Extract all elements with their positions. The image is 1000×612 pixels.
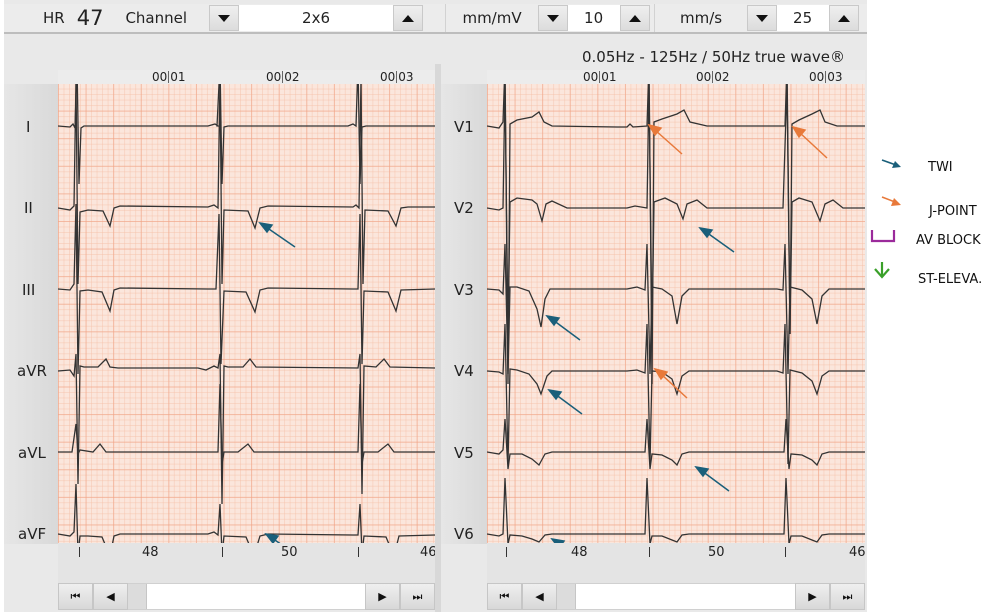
- rr-value: 46: [849, 545, 866, 560]
- scroll-prev-button[interactable]: ◀: [522, 583, 557, 610]
- chevron-down-icon: [218, 14, 231, 22]
- chevron-right-icon: ▶: [378, 590, 387, 603]
- legend-label: TWI: [928, 160, 953, 175]
- scroll-first-button[interactable]: ⏮: [58, 583, 93, 610]
- limb-leads-panel: I II III aVR aVL aVF 00 01 00 02 00 03: [4, 70, 437, 610]
- ecg-viewer: HR 47 Channel 2x6 mm/mV 10 mm/s 25 0.05H…: [4, 0, 867, 612]
- lead-label: III: [22, 281, 36, 299]
- scroll-track[interactable]: [557, 583, 795, 610]
- channel-increase-button[interactable]: [393, 5, 424, 31]
- skip-end-icon: ⏭: [412, 589, 423, 603]
- skip-start-icon: ⏮: [499, 589, 510, 603]
- skip-start-icon: ⏮: [70, 589, 81, 603]
- scroll-track[interactable]: [128, 583, 365, 610]
- rr-interval-ruler: 48 50 46: [487, 543, 866, 583]
- rr-value: 50: [281, 545, 298, 560]
- lead-label: I: [26, 118, 31, 136]
- lead-label: II: [24, 199, 33, 217]
- lead-label: V1: [454, 118, 474, 136]
- scroll-next-button[interactable]: ▶: [365, 583, 400, 610]
- speed-decrease-button[interactable]: [747, 5, 778, 31]
- chest-leads-panel: V1 V2 V3 V4 V5 V6 00 01 00 02 00 03: [441, 70, 866, 610]
- speed-label: mm/s: [679, 9, 723, 27]
- panel-divider: [435, 64, 441, 612]
- chevron-up-icon: [629, 14, 642, 22]
- speed-increase-button[interactable]: [829, 5, 860, 31]
- time-tick: 00 03: [809, 70, 843, 84]
- legend-item-j-point: J-POINT: [870, 192, 1000, 222]
- hr-value: 47: [76, 6, 104, 30]
- lead-label: V6: [454, 525, 474, 543]
- gain-decrease-button[interactable]: [538, 5, 569, 31]
- orange-arrow-icon: [881, 196, 901, 206]
- scroll-thumb[interactable]: [128, 584, 147, 609]
- skip-end-icon: ⏭: [842, 589, 853, 603]
- chevron-up-icon: [838, 14, 851, 22]
- lead-label-column: I II III aVR aVL aVF: [4, 84, 58, 544]
- chevron-down-icon: [547, 14, 560, 22]
- horizontal-scrollbar[interactable]: ⏮ ◀ ▶ ⏭: [487, 583, 865, 610]
- time-tick: 00 03: [380, 70, 414, 84]
- blue-arrow-icon: [881, 159, 901, 168]
- lead-label: V4: [454, 362, 474, 380]
- lead-label: aVR: [17, 362, 47, 380]
- gain-increase-button[interactable]: [620, 5, 651, 31]
- time-tick: 00 01: [583, 70, 617, 84]
- lead-label: V2: [454, 199, 474, 217]
- rr-interval-ruler: 48 50 46: [58, 543, 437, 583]
- scroll-prev-button[interactable]: ◀: [93, 583, 128, 610]
- chevron-down-icon: [756, 14, 769, 22]
- time-ruler: 00 01 00 02 00 03: [487, 70, 865, 85]
- gain-value-field[interactable]: 10: [568, 5, 621, 31]
- filter-info: 0.05Hz - 125Hz / 50Hz true wave®: [582, 48, 845, 66]
- time-tick: 00 01: [152, 70, 186, 84]
- horizontal-scrollbar[interactable]: ⏮ ◀ ▶ ⏭: [58, 583, 435, 610]
- scroll-first-button[interactable]: ⏮: [487, 583, 522, 610]
- channel-value-field[interactable]: 2x6: [239, 5, 394, 31]
- scroll-last-button[interactable]: ⏭: [400, 583, 435, 610]
- ecg-trace-area-chest[interactable]: [487, 84, 865, 543]
- gain-label: mm/mV: [462, 9, 522, 27]
- lead-label: aVF: [18, 525, 47, 543]
- chest-lead-traces: [487, 84, 865, 543]
- rr-value: 46: [420, 545, 437, 560]
- lead-label: V3: [454, 281, 474, 299]
- down-arrow-icon: [874, 262, 890, 279]
- channel-label: Channel: [125, 9, 188, 27]
- chevron-up-icon: [402, 14, 415, 22]
- lead-label: aVL: [18, 444, 46, 462]
- chevron-right-icon: ▶: [808, 590, 817, 603]
- bracket-icon: [870, 230, 896, 243]
- legend-item-st-elevation: ST-ELEVA.: [870, 260, 1000, 290]
- rr-value: 48: [571, 545, 588, 560]
- legend-label: ST-ELEVA.: [918, 272, 983, 287]
- legend-label: J-POINT: [929, 204, 977, 219]
- lead-label-column: V1 V2 V3 V4 V5 V6: [441, 84, 487, 544]
- limb-lead-traces: [58, 84, 435, 543]
- rr-value: 50: [708, 545, 725, 560]
- time-tick: 00 02: [266, 70, 300, 84]
- time-ruler: 00 01 00 02 00 03: [58, 70, 435, 85]
- chevron-left-icon: ◀: [535, 590, 544, 603]
- scroll-next-button[interactable]: ▶: [795, 583, 830, 610]
- annotation-legend: TWI J-POINT AV BLOCK ST-ELEVA.: [870, 140, 1000, 290]
- scroll-last-button[interactable]: ⏭: [830, 583, 865, 610]
- chevron-left-icon: ◀: [106, 590, 115, 603]
- speed-value-field[interactable]: 25: [777, 5, 830, 31]
- time-tick: 00 02: [696, 70, 730, 84]
- legend-item-av-block: AV BLOCK: [870, 228, 1000, 258]
- channel-decrease-button[interactable]: [209, 5, 240, 31]
- hr-label: HR: [43, 9, 65, 27]
- ecg-trace-area-limb[interactable]: [58, 84, 435, 543]
- legend-label: AV BLOCK: [916, 233, 981, 248]
- scroll-thumb[interactable]: [557, 584, 576, 609]
- lead-label: V5: [454, 444, 474, 462]
- legend-item-twi: TWI: [870, 148, 1000, 178]
- rr-value: 48: [142, 545, 159, 560]
- toolbar: HR 47 Channel 2x6 mm/mV 10 mm/s 25: [4, 4, 867, 34]
